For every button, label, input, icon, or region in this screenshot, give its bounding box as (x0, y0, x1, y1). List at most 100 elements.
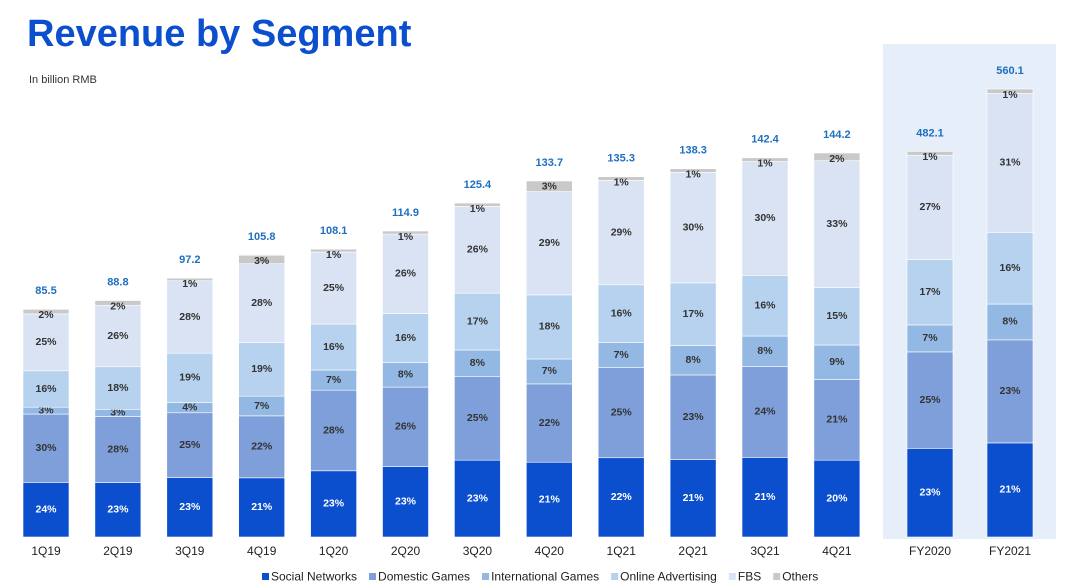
segment-label: 25% (467, 412, 489, 424)
legend-label: Domestic Games (378, 570, 470, 584)
segment-label: 3% (542, 181, 558, 193)
bar-segment (310, 470, 357, 538)
bar-segment (166, 352, 214, 403)
legend-swatch (728, 573, 736, 580)
x-tick-label: 2Q19 (103, 544, 133, 558)
segment-label: 21% (754, 491, 776, 503)
segment-label: 23% (919, 486, 941, 498)
total-label: 135.3 (607, 153, 635, 165)
total-label: 133.7 (536, 157, 564, 169)
legend-label: Social Networks (271, 570, 357, 584)
bar-segment (238, 342, 285, 397)
segment-label: 16% (323, 341, 345, 353)
bar-segment (741, 335, 789, 367)
bar-segment (454, 376, 501, 461)
bar-segment (906, 154, 954, 260)
legend-swatch (611, 573, 619, 580)
segment-label: 16% (611, 307, 633, 319)
segment-label: 1% (757, 158, 773, 170)
segment-label: 4% (182, 401, 198, 413)
x-tick-label: 1Q19 (31, 544, 61, 558)
segment-label: 1% (326, 249, 342, 261)
segment-label: 30% (35, 442, 57, 454)
segment-label: 9% (829, 356, 845, 368)
legend-label: Others (782, 570, 818, 584)
total-label: 85.5 (35, 285, 56, 297)
x-tick-label: 4Q19 (247, 544, 277, 558)
bar-segment (382, 386, 429, 467)
segment-label: 2% (110, 300, 126, 312)
segment-label: 1% (182, 278, 198, 290)
segment-label: 19% (179, 372, 201, 384)
bar-segment (525, 294, 573, 360)
bar-segment (906, 448, 954, 538)
segment-label: 21% (251, 501, 273, 513)
segment-label: 16% (395, 332, 417, 344)
bar-segment (94, 300, 142, 306)
bar-segment (986, 339, 1034, 444)
segment-label: 25% (611, 406, 633, 418)
bar-segment (986, 232, 1034, 305)
bar-segment (454, 349, 501, 378)
bar-segment (22, 370, 70, 408)
bar-segment (741, 366, 789, 458)
segment-label: 17% (467, 315, 489, 327)
bar-segment (454, 202, 501, 207)
bar-segment (906, 351, 954, 449)
bar-segment (454, 292, 501, 351)
bar-segment (310, 251, 357, 325)
bar-segment (22, 482, 70, 538)
segment-label: 25% (323, 282, 345, 294)
total-label: 97.2 (179, 254, 200, 266)
segment-label: 1% (614, 176, 630, 188)
total-label: 142.4 (751, 134, 779, 146)
segment-label: 7% (254, 400, 270, 412)
total-label: 560.1 (996, 65, 1024, 77)
total-label: 105.8 (248, 231, 276, 243)
bar-segment (906, 324, 954, 353)
segment-label: 23% (999, 385, 1021, 397)
segment-label: 28% (323, 424, 345, 436)
segment-label: 7% (614, 349, 630, 361)
x-tick-label: 3Q19 (175, 544, 205, 558)
bar-segment (813, 287, 861, 346)
segment-label: 8% (757, 345, 773, 357)
bar-segment (166, 277, 214, 282)
segment-label: 15% (826, 310, 848, 322)
bar-segment (94, 482, 142, 538)
segment-label: 25% (35, 336, 57, 348)
bar-segment (597, 284, 645, 343)
segment-label: 2% (38, 309, 54, 321)
bar-segment (94, 304, 142, 368)
total-label: 88.8 (107, 276, 128, 288)
bar-segment (741, 457, 789, 538)
bar-segment (669, 172, 717, 284)
segment-label: 30% (683, 221, 705, 233)
bar-segment (238, 254, 285, 265)
x-tick-label: 3Q21 (750, 544, 780, 558)
segment-label: 3% (110, 407, 126, 419)
x-tick-label: FY2021 (989, 544, 1031, 558)
legend-swatch (482, 573, 490, 580)
x-tick-label: 2Q21 (678, 544, 708, 558)
bar-segment (986, 93, 1034, 233)
segment-label: 7% (326, 374, 342, 386)
legend-label: Online Advertising (620, 570, 717, 584)
segment-label: 1% (922, 151, 938, 163)
bar-segment (310, 248, 357, 253)
bar-segment (813, 344, 861, 380)
segment-label: 1% (1002, 89, 1018, 101)
bar-segment (669, 168, 717, 173)
bar-segment (525, 383, 573, 463)
x-tick-label: 1Q20 (319, 544, 349, 558)
segment-label: 17% (683, 308, 705, 320)
bar-segment (741, 157, 789, 162)
segment-label: 17% (919, 286, 941, 298)
bar-segment (22, 309, 70, 315)
legend-label: International Games (491, 570, 599, 584)
x-tick-label: 2Q20 (391, 544, 421, 558)
bar-segment (669, 374, 717, 460)
segment-label: 33% (826, 218, 848, 230)
segment-label: 29% (611, 226, 633, 238)
